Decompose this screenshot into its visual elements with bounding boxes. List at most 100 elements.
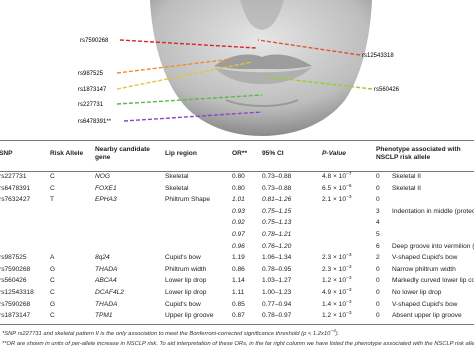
- table-cell: Skeletal II: [392, 173, 421, 180]
- table-cell: C: [50, 289, 55, 296]
- table-cell: 5: [376, 231, 380, 238]
- table-cell: 0.75–1.13: [262, 219, 292, 227]
- table-cell: 0.78–0.95: [262, 265, 292, 273]
- column-header: SNP: [0, 150, 13, 157]
- table-cell: 2.1 × 10−3: [322, 195, 352, 204]
- table-cell: 2.3 × 10−3: [322, 253, 352, 262]
- table-cell: 6.5 × 10−6: [322, 183, 352, 193]
- column-header: P-Value: [322, 150, 346, 157]
- face-figure: rs7590268 rs987525 rs1873147 rs227731 rs6478…: [78, 0, 400, 136]
- table-cell: Skeletal: [165, 184, 189, 192]
- p-value-base: 1.4 × 10: [322, 300, 347, 308]
- table-cell: 0.92: [232, 219, 245, 227]
- table-cell: ABCA4: [95, 277, 117, 285]
- table-cell: 2: [376, 254, 380, 262]
- table-cell: 3: [376, 207, 380, 215]
- table-rule: [0, 171, 474, 172]
- table-cell: FOXE1: [95, 184, 117, 192]
- footnote-text: *SNP rs227731 and skeletal pattern II is…: [2, 331, 331, 337]
- p-value-exponent: −6: [346, 183, 352, 189]
- p-value-base: 4.8 × 10: [322, 173, 347, 180]
- table-cell: A: [50, 254, 55, 262]
- table-cell: 0.93: [232, 207, 245, 215]
- table-cell: EPHA3: [95, 196, 117, 204]
- table-cell: 0.78–0.97: [262, 312, 292, 320]
- snp-label: rs987525: [78, 71, 104, 77]
- column-header: OR**: [232, 150, 248, 157]
- table-rule: [0, 324, 474, 325]
- table-cell: 1.2 × 10−3: [322, 311, 352, 320]
- pointer-lines: [116, 39, 373, 122]
- p-value-base: 2.3 × 10: [322, 254, 347, 262]
- table-cell: 0.80: [232, 173, 245, 180]
- table-cell: G: [50, 300, 56, 308]
- table-cell: 0: [376, 289, 380, 296]
- table-cell: rs987525: [0, 254, 27, 262]
- table-cell: TPM1: [95, 312, 113, 320]
- table-cell: 0.73–0.88: [262, 184, 292, 192]
- upper-lip: [214, 54, 312, 70]
- table-cell: 0: [376, 184, 380, 192]
- table-cell: 1.4 × 10−3: [322, 299, 352, 309]
- column-header: Nearby candidate gene: [95, 146, 150, 161]
- table-cell: Cupid's bow: [165, 300, 201, 308]
- table-cell: Cupid's bow: [165, 254, 201, 262]
- table-cell: Indentation in middle (protective): [392, 207, 474, 215]
- table-cell: Lower lip drop: [165, 277, 207, 285]
- table-cell: 0: [376, 312, 380, 320]
- snp-label: rs1873147: [78, 87, 107, 93]
- table-cell: 1.14: [232, 277, 245, 285]
- table-cell: C: [50, 277, 55, 285]
- table-cell: 0.73–0.88: [262, 173, 292, 180]
- table-cell: No lower lip drop: [392, 289, 442, 296]
- table-cell: V-shaped Cupid's bow: [392, 300, 458, 308]
- table-cell: 6: [376, 242, 380, 250]
- p-value-base: 2.3 × 10: [322, 265, 347, 273]
- table-cell: 4.9 × 10−3: [322, 288, 352, 297]
- snp-label: rs6478391**: [78, 119, 112, 125]
- table-cell: 1.11: [232, 289, 245, 296]
- table-cell: 2.3 × 10−3: [322, 265, 352, 274]
- table-cell: 1.06–1.34: [262, 254, 292, 262]
- column-header: Phenotype associated with NSCLP risk all…: [376, 146, 461, 161]
- p-value-exponent: −3: [346, 276, 352, 282]
- table-cell: Narrow philtrum width: [392, 265, 456, 273]
- table-cell: T: [50, 196, 55, 204]
- p-value-base: 6.5 × 10: [322, 184, 347, 192]
- snp-label: rs227731: [78, 102, 104, 108]
- column-header: 95% CI: [262, 150, 284, 157]
- p-value-exponent: −3: [346, 299, 352, 305]
- p-value-exponent: −3: [346, 288, 352, 293]
- table-cell: 0.81–1.26: [262, 196, 292, 204]
- chin-crease: [225, 99, 299, 107]
- table-cell: 0.76–1.20: [262, 242, 292, 250]
- table-rule: [0, 140, 474, 141]
- table-cell: Markedly curved lower lip contour: [392, 277, 474, 285]
- table-cell: rs560426: [0, 277, 27, 285]
- table-cell: 1.01: [232, 196, 245, 204]
- table-cell: Philtrum Shape: [165, 196, 211, 204]
- table-cell: 0: [376, 196, 380, 204]
- p-value-base: 4.9 × 10: [322, 289, 347, 296]
- table-cell: THADA: [95, 300, 118, 308]
- table-cell: rs12543318: [0, 289, 34, 296]
- footnote: *SNP rs227731 and skeletal pattern II is…: [2, 329, 339, 337]
- table-cell: Upper lip groove: [165, 312, 214, 320]
- table-cell: Skeletal II: [392, 184, 421, 192]
- table-cell: Absent upper lip groove: [392, 312, 462, 320]
- p-value-exponent: −7: [346, 172, 352, 177]
- table-cell: 4: [376, 219, 380, 227]
- table-cell: rs7632427: [0, 196, 31, 204]
- p-value-base: 1.2 × 10: [322, 277, 347, 285]
- table-cell: 0: [376, 300, 380, 308]
- table-cell: 0.85: [232, 300, 245, 308]
- table-cell: NOG: [95, 173, 111, 180]
- footnote-exponent: −4: [330, 329, 336, 334]
- table-cell: rs1873147: [0, 312, 31, 320]
- p-value-exponent: −3: [346, 311, 352, 317]
- table-cell: C: [50, 184, 55, 192]
- table-cell: DCAF4L2: [95, 289, 124, 296]
- table-cell: Deep groove into vermilion (protective): [392, 242, 474, 250]
- table-cell: 0.75–1.15: [262, 207, 292, 215]
- snp-label: rs12543318: [362, 53, 394, 59]
